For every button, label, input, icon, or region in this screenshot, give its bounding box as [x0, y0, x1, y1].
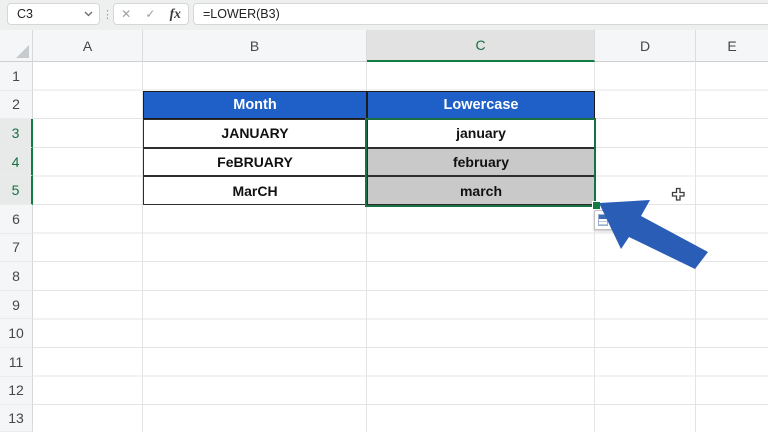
- cell-b3[interactable]: JANUARY: [143, 119, 367, 148]
- cell-b4[interactable]: FeBRUARY: [143, 147, 367, 177]
- row-header-11[interactable]: 11: [0, 348, 33, 377]
- cell-b5[interactable]: MarCH: [143, 176, 367, 205]
- row-header-7[interactable]: 7: [0, 233, 33, 263]
- formula-input[interactable]: =LOWER(B3): [193, 3, 768, 25]
- table-header-lowercase[interactable]: Lowercase: [367, 90, 595, 120]
- formula-text: =LOWER(B3): [203, 7, 280, 21]
- column-header-c[interactable]: C: [367, 30, 595, 62]
- name-box-value: C3: [17, 7, 33, 21]
- blue-arrow-icon: [599, 200, 708, 269]
- select-all-button[interactable]: [0, 30, 33, 62]
- gridline-col-de: [695, 62, 696, 432]
- column-header-d[interactable]: D: [595, 30, 696, 62]
- chevron-down-icon: [84, 11, 93, 17]
- autofill-options-button[interactable]: [594, 210, 615, 230]
- formula-bar-buttons: ✕ ✓ fx: [113, 3, 189, 25]
- fill-handle[interactable]: [592, 201, 601, 210]
- autofill-options-icon: [598, 214, 608, 226]
- row-header-3[interactable]: 3: [0, 119, 33, 148]
- name-box[interactable]: C3: [7, 3, 100, 25]
- cell-c3-active[interactable]: january: [367, 119, 595, 148]
- row-header-1[interactable]: 1: [0, 62, 33, 91]
- column-header-a[interactable]: A: [33, 30, 143, 62]
- select-all-triangle-icon: [16, 45, 29, 58]
- column-header-e[interactable]: E: [696, 30, 768, 62]
- row-header-10[interactable]: 10: [0, 319, 33, 348]
- row-header-12[interactable]: 12: [0, 376, 33, 406]
- insert-function-icon[interactable]: fx: [169, 6, 181, 21]
- formula-bar: C3 ⋮ ✕ ✓ fx =LOWER(B3): [0, 0, 768, 30]
- row-header-9[interactable]: 9: [0, 290, 33, 320]
- row-header-6[interactable]: 6: [0, 205, 33, 234]
- row-header-5[interactable]: 5: [0, 176, 33, 205]
- cancel-icon[interactable]: ✕: [121, 7, 132, 21]
- column-header-row: A B C D E: [0, 30, 768, 62]
- cell-c4[interactable]: february: [367, 147, 595, 177]
- cell-cursor-icon: [671, 187, 685, 201]
- enter-icon[interactable]: ✓: [145, 7, 156, 21]
- row-header-2[interactable]: 2: [0, 90, 33, 120]
- column-header-b[interactable]: B: [143, 30, 367, 62]
- row-header-4[interactable]: 4: [0, 147, 33, 177]
- row-header-13[interactable]: 13: [0, 405, 33, 432]
- cell-c5[interactable]: march: [367, 176, 595, 205]
- table-header-month[interactable]: Month: [143, 90, 367, 120]
- row-header-8[interactable]: 8: [0, 262, 33, 291]
- drag-handle-dots-icon: ⋮: [102, 8, 113, 21]
